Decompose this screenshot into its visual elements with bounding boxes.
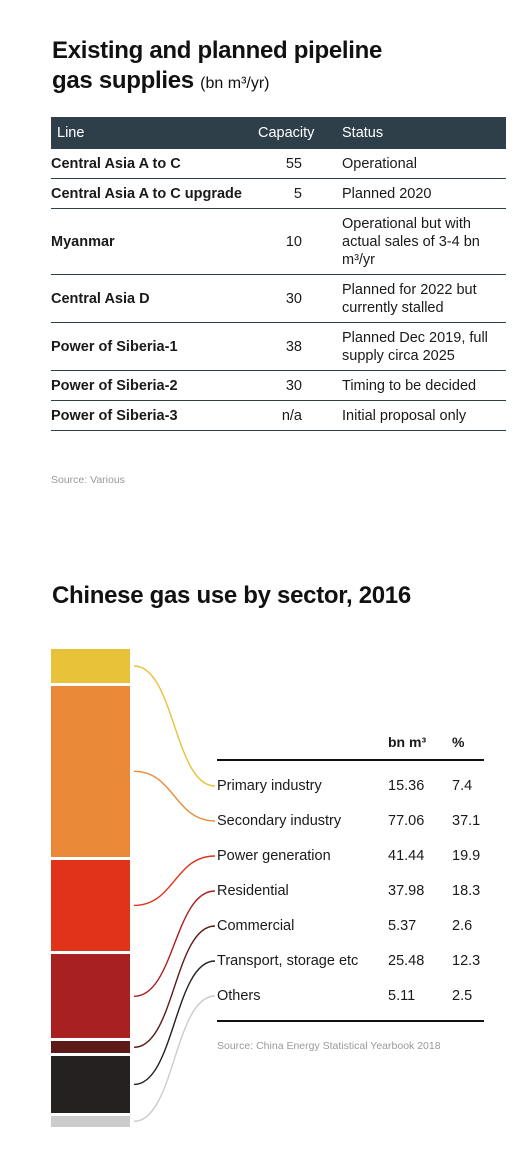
line-cell: Power of Siberia-1 <box>51 322 258 371</box>
table-row: Central Asia A to C upgrade 5 Planned 2020 <box>51 178 506 209</box>
table-title-line2: gas supplies <box>52 67 194 94</box>
connector-line <box>133 770 216 822</box>
sector-name: Residential <box>217 883 289 899</box>
status-cell: Planned for 2022 but currently stalled <box>342 274 506 323</box>
sector-name: Commercial <box>217 918 295 934</box>
line-cell: Power of Siberia-3 <box>51 400 258 431</box>
column-header-line: Line <box>51 117 258 149</box>
legend-row: Power generation 41.44 19.9 <box>217 845 507 867</box>
column-header-capacity: Capacity <box>258 117 342 149</box>
chart-source: Source: China Energy Statistical Yearboo… <box>217 1040 441 1052</box>
column-header-percent: % <box>452 734 465 750</box>
sector-value: 41.44 <box>388 848 425 864</box>
sector-name: Primary industry <box>217 778 322 794</box>
status-cell: Operational <box>342 149 506 179</box>
table-row: Power of Siberia-3 n/a Initial proposal on… <box>51 400 506 431</box>
connector-line <box>133 925 216 1049</box>
table-title-unit: (bn m³/yr) <box>200 75 270 92</box>
sector-percent: 7.4 <box>452 778 473 794</box>
line-cell: Myanmar <box>51 208 258 275</box>
column-header-bn-m3: bn m³ <box>388 734 427 750</box>
table-title-line1: Existing and planned pipeline <box>52 37 383 64</box>
line-cell: Central Asia D <box>51 274 258 323</box>
connector-line <box>133 855 216 907</box>
column-header-status: Status <box>342 117 506 149</box>
capacity-cell: 38 <box>258 322 342 371</box>
status-cell: Planned 2020 <box>342 178 506 209</box>
legend-row: Residential 37.98 18.3 <box>217 880 507 902</box>
bar-segment <box>51 1041 130 1054</box>
capacity-cell: 30 <box>258 370 342 401</box>
table-header-row: Line Capacity Status <box>51 117 506 149</box>
connector-line <box>133 890 216 998</box>
capacity-cell: 10 <box>258 208 342 275</box>
legend-row: Primary industry 15.36 7.4 <box>217 775 507 797</box>
bar-segment <box>51 954 130 1039</box>
sector-percent: 18.3 <box>452 883 481 899</box>
sector-value: 15.36 <box>388 778 425 794</box>
capacity-cell: 5 <box>258 178 342 209</box>
bar-segment <box>51 1115 130 1127</box>
sector-value: 5.37 <box>388 918 417 934</box>
status-cell: Initial proposal only <box>342 400 506 431</box>
line-cell: Central Asia A to C <box>51 149 258 179</box>
bar-segment <box>51 649 130 683</box>
capacity-cell: n/a <box>258 400 342 431</box>
capacity-cell: 55 <box>258 149 342 179</box>
sector-value: 77.06 <box>388 813 425 829</box>
legend-top-rule <box>217 759 484 761</box>
sector-percent: 2.6 <box>452 918 473 934</box>
capacity-cell: 30 <box>258 274 342 323</box>
sector-name: Others <box>217 988 261 1004</box>
table-row: Central Asia A to C 55 Operational <box>51 149 506 179</box>
sector-percent: 37.1 <box>452 813 481 829</box>
sector-name: Power generation <box>217 848 331 864</box>
connector-line <box>133 665 216 787</box>
table-row: Myanmar 10 Operational but with actual sal… <box>51 208 506 275</box>
sector-name: Secondary industry <box>217 813 342 829</box>
status-cell: Timing to be decided <box>342 370 506 401</box>
sector-name: Transport, storage etc <box>217 953 359 969</box>
pipeline-table: Line Capacity Status Central Asia A to C… <box>51 117 506 431</box>
legend-row: Commercial 5.37 2.6 <box>217 915 507 937</box>
status-cell: Operational but with actual sales of 3-4… <box>342 208 506 275</box>
table-source: Source: Various <box>51 474 125 486</box>
bar-segment <box>51 686 130 857</box>
bar-segment <box>51 859 130 952</box>
legend-row: Transport, storage etc 25.48 12.3 <box>217 950 507 972</box>
legend-row: Secondary industry 77.06 37.1 <box>217 810 507 832</box>
sector-value: 37.98 <box>388 883 425 899</box>
bar-segment <box>51 1056 130 1113</box>
sector-value: 5.11 <box>388 988 416 1004</box>
sector-percent: 12.3 <box>452 953 481 969</box>
status-cell: Planned Dec 2019, full supply circa 2025 <box>342 322 506 371</box>
table-row: Central Asia D 30 Planned for 2022 but cur… <box>51 274 506 323</box>
sector-value: 25.48 <box>388 953 425 969</box>
line-cell: Central Asia A to C upgrade <box>51 178 258 209</box>
connector-line <box>133 995 216 1123</box>
sector-percent: 19.9 <box>452 848 481 864</box>
legend-bottom-rule <box>217 1020 484 1022</box>
sector-percent: 2.5 <box>452 988 473 1004</box>
line-cell: Power of Siberia-2 <box>51 370 258 401</box>
chart-title: Chinese gas use by sector, 2016 <box>52 582 411 609</box>
table-row: Power of Siberia-1 38 Planned Dec 2019, fu… <box>51 322 506 371</box>
legend-row: Others 5.11 2.5 <box>217 985 507 1007</box>
connector-line <box>133 960 216 1086</box>
table-title: Existing and planned pipeline gas suppli… <box>52 36 382 99</box>
table-row: Power of Siberia-2 30 Timing to be decided <box>51 370 506 401</box>
